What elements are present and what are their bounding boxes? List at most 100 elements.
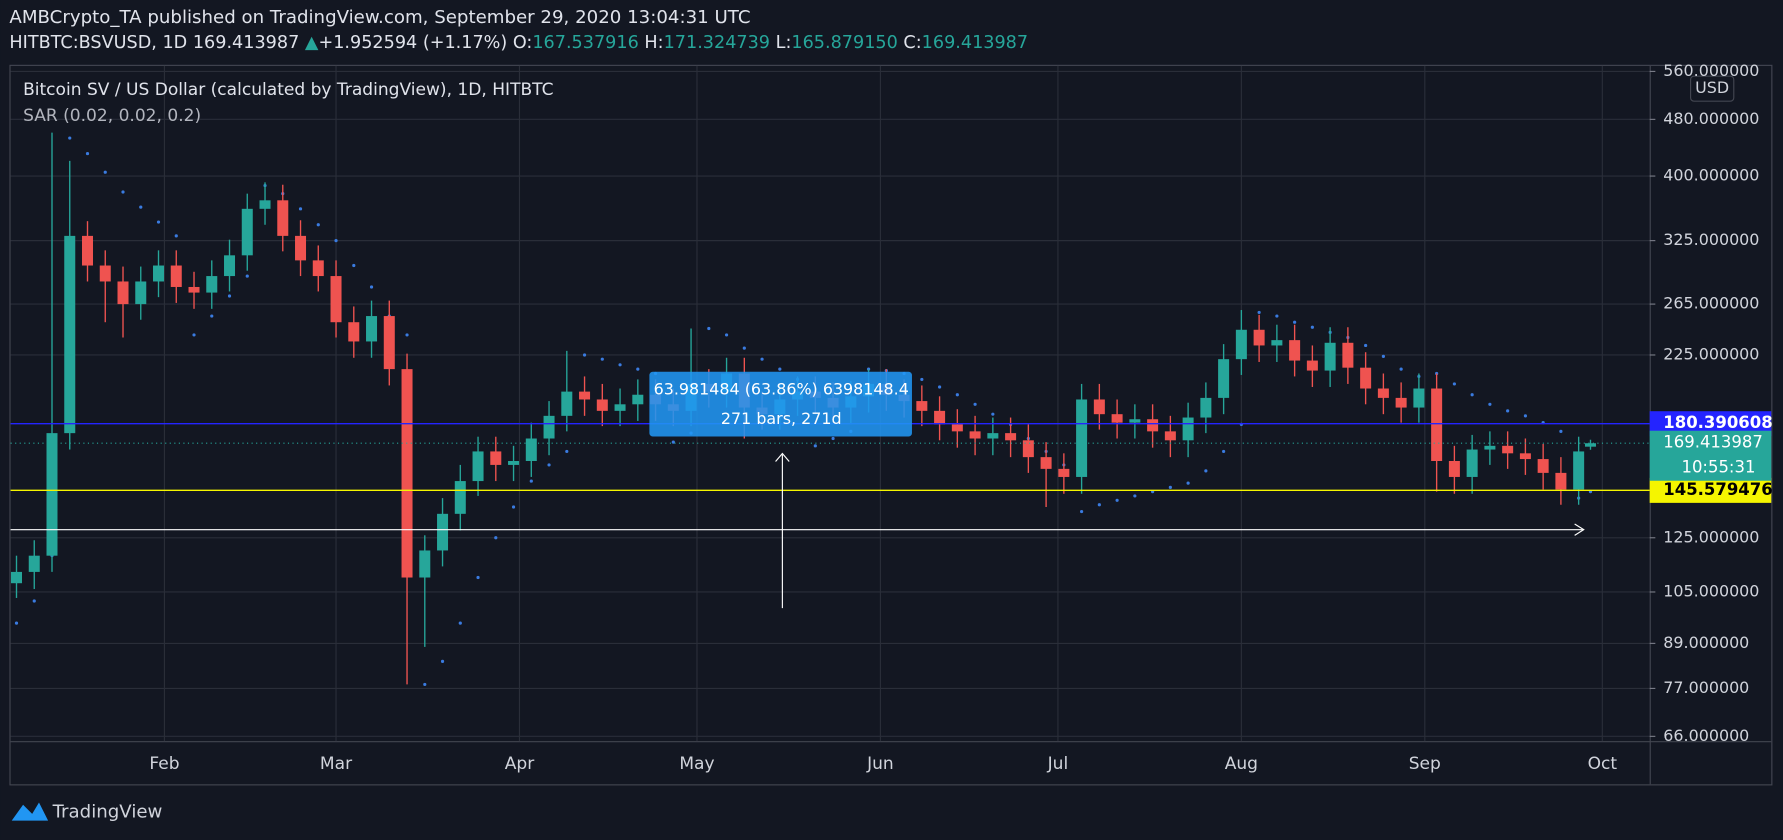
sar-dot — [1186, 481, 1190, 485]
candle-body — [82, 235, 94, 266]
level-label-bg — [1649, 477, 1772, 503]
candle-body — [1502, 445, 1514, 454]
candle-body — [1111, 414, 1123, 423]
sar-dot — [68, 136, 72, 140]
candle-body — [1573, 451, 1585, 490]
candle-body — [1182, 417, 1194, 441]
candle-body — [1022, 440, 1034, 458]
sar-dot — [1257, 310, 1261, 315]
candle-body — [632, 394, 644, 405]
sar-dot — [1523, 414, 1527, 418]
sar-dot — [991, 412, 995, 416]
y-tick-label: 77.000000 — [1663, 678, 1749, 697]
symbol: HITBTC:BSVUSD, 1D — [9, 33, 187, 53]
footer-brand: TradingView — [52, 802, 163, 823]
countdown: 10:55:31 — [1681, 458, 1755, 477]
sar-dot — [565, 449, 569, 454]
candle-body — [1448, 460, 1460, 477]
measure-bars: 271 bars, 271d — [721, 409, 842, 428]
candle-body — [1537, 459, 1549, 473]
y-tick-label: 480.000000 — [1663, 109, 1759, 128]
candle-body — [1200, 397, 1212, 418]
sar-dot — [547, 463, 551, 467]
candle-body — [1395, 397, 1407, 408]
candle-body — [348, 322, 360, 342]
sar-dot — [476, 575, 480, 580]
candle-body — [1519, 453, 1531, 460]
sar-dot — [298, 207, 303, 211]
x-tick-label: Mar — [320, 754, 353, 774]
sar-dot — [440, 659, 445, 663]
candle-body — [934, 410, 946, 425]
candle-body — [1466, 449, 1478, 477]
trend-arrow-head — [1574, 523, 1585, 536]
candle-body — [1005, 433, 1017, 441]
candle-body — [28, 555, 40, 572]
candle-body — [969, 431, 981, 439]
candle-body — [1235, 329, 1247, 360]
sar-dot — [227, 294, 232, 298]
sar-dot — [369, 285, 374, 289]
candle-body — [241, 208, 253, 256]
sar-dot — [458, 621, 462, 625]
candle-body — [561, 391, 573, 416]
sar-dot — [831, 436, 835, 441]
c-label: C: — [903, 33, 921, 53]
candle-body — [614, 404, 626, 411]
candle-body — [1413, 388, 1425, 408]
candle-body — [1431, 388, 1443, 461]
sar-dot — [1364, 343, 1368, 348]
candle-body — [543, 415, 555, 439]
sar-dot — [511, 505, 516, 509]
candle-body — [46, 433, 58, 556]
x-tick-label: Sep — [1409, 754, 1441, 774]
candle-body — [1147, 419, 1159, 432]
sar-dot — [778, 367, 782, 371]
sar-dot — [671, 440, 675, 444]
high-value: 171.324739 — [664, 33, 770, 53]
candle-body — [1342, 342, 1354, 368]
sar-dot — [1470, 393, 1474, 397]
sar-dot — [245, 274, 249, 278]
close-value: 169.413987 — [922, 33, 1028, 53]
sar-dot — [405, 333, 409, 337]
candle-body — [135, 281, 147, 305]
l-label: L: — [776, 33, 792, 53]
candle-body — [383, 316, 395, 370]
chart-legend-title: Bitcoin SV / US Dollar (calculated by Tr… — [23, 80, 553, 100]
h-label: H: — [644, 33, 663, 53]
sar-dot — [352, 263, 356, 268]
candle-body — [1218, 359, 1230, 398]
sar-dot — [1559, 429, 1563, 433]
sar-dot — [103, 170, 107, 174]
candle-body — [987, 433, 999, 439]
candle-body — [951, 424, 963, 432]
sar-dot — [724, 333, 729, 337]
candle-body — [170, 265, 182, 287]
candle-body — [312, 260, 324, 277]
sar-dot — [1097, 503, 1101, 507]
sar-dot — [529, 479, 533, 483]
sar-dot — [1204, 469, 1208, 473]
candle-body — [188, 286, 200, 293]
change: +1.952594 (+1.17%) — [318, 33, 507, 53]
currency-box[interactable] — [1690, 75, 1735, 102]
measure-box — [649, 371, 912, 437]
sar-dot — [973, 402, 977, 406]
sar-dot — [600, 357, 604, 361]
candle-body — [419, 550, 431, 578]
publish-line: AMBCrypto_TA published on TradingView.co… — [9, 7, 750, 28]
candle-body — [10, 571, 23, 584]
candle-body — [1271, 340, 1283, 346]
sar-dot — [707, 326, 711, 331]
candle-body — [508, 460, 520, 465]
sar-dot — [955, 393, 959, 397]
sar-dot — [937, 385, 942, 389]
sar-dot — [1293, 320, 1297, 324]
sar-dot — [636, 367, 640, 371]
candle-body — [525, 438, 537, 461]
y-tick-label: 105.000000 — [1663, 581, 1759, 600]
x-tick-label: Apr — [505, 754, 535, 774]
level-label: 180.390608 — [1663, 413, 1772, 432]
sar-dot — [316, 223, 320, 227]
